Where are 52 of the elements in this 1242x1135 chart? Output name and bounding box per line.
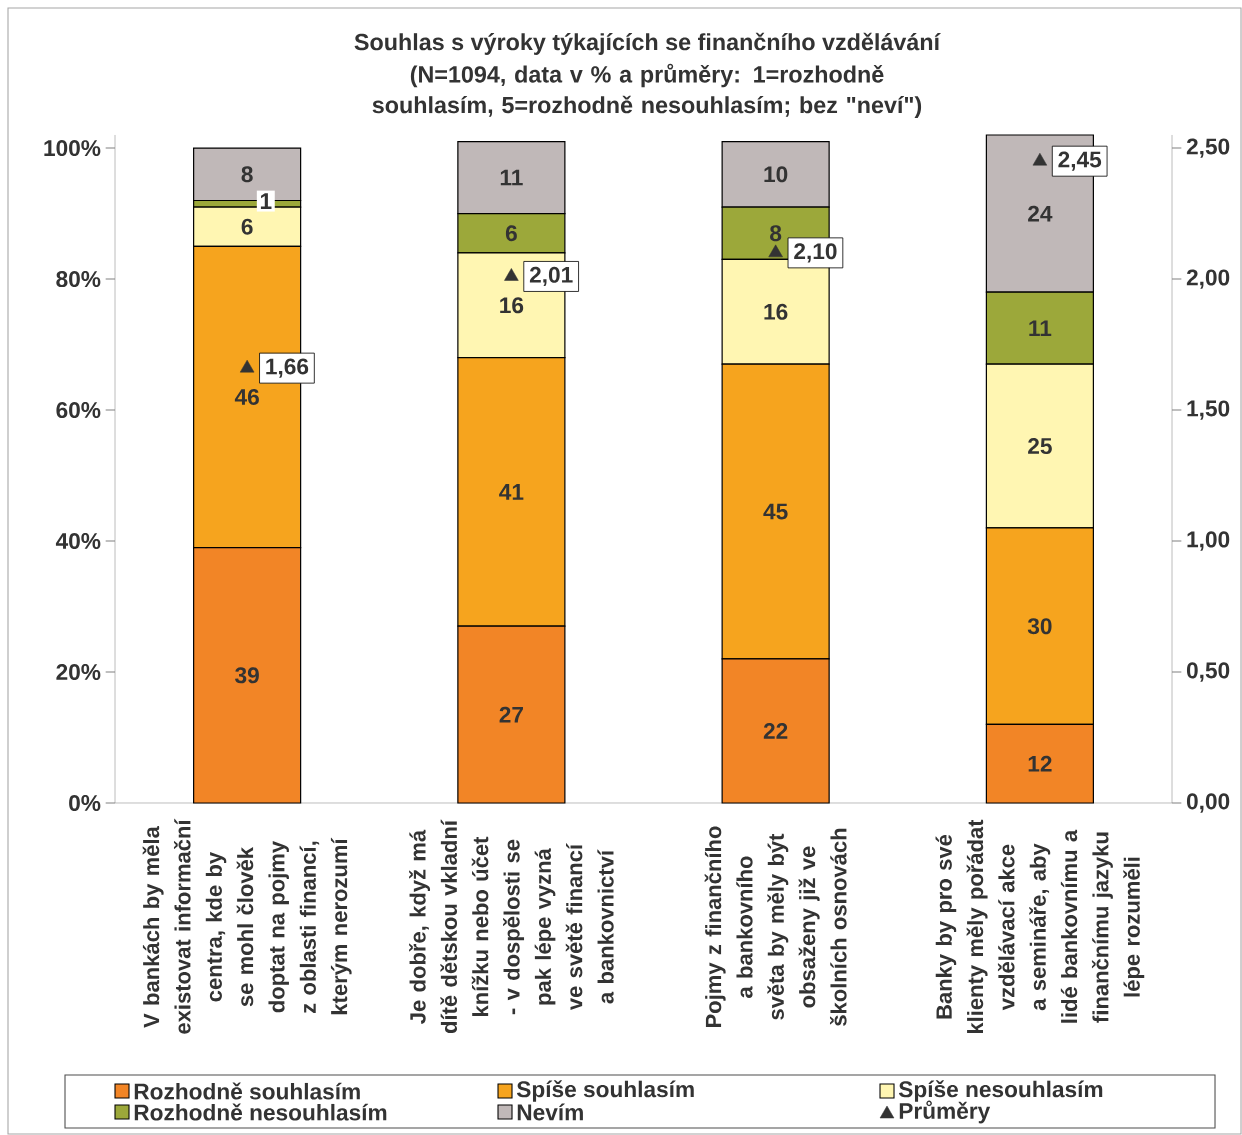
x-tick-label: Je dobře, když má dítě dětskou vkladní knížku nebo účet - v dospělosti se pak lépe vyzná ve světě financí a bankovnictví xyxy=(409,819,614,1034)
x-tick-label: Pojmy z finančního a bankovního světa by měly být obsaženy již ve školních osnovách xyxy=(704,826,847,1028)
chart-subtitle: (N=1094, data v % a průměry: 1=rozhodně souhlasím, 5=rozhodně nesouhlasím; bez "neví") xyxy=(372,63,922,118)
data-label: 6 xyxy=(241,218,253,235)
data-label: 30 xyxy=(1027,618,1052,635)
data-label: 16 xyxy=(500,297,524,314)
y-tick-label: 0% xyxy=(69,794,101,812)
data-label: 2,10 xyxy=(794,243,837,263)
y-tick-label: 20% xyxy=(56,663,101,681)
data-label: 10 xyxy=(764,166,788,183)
data-label: 22 xyxy=(763,723,788,739)
data-label: 2,01 xyxy=(529,266,573,287)
data-label: 45 xyxy=(763,503,788,520)
data-label: 12 xyxy=(1028,755,1052,772)
point xyxy=(1032,152,1048,166)
legend-label: Spíše nesouhlasím xyxy=(898,1080,1103,1102)
data-label: 11 xyxy=(1029,320,1052,336)
data-label: 1,66 xyxy=(266,358,309,378)
point xyxy=(768,244,783,258)
data-label: 2,45 xyxy=(1058,151,1102,171)
point xyxy=(504,268,519,281)
y2-tick-label: 2,50 xyxy=(1186,138,1230,158)
data-label: 39 xyxy=(235,667,259,684)
data-label: 8 xyxy=(770,225,782,242)
legend-label: Nevím xyxy=(517,1103,583,1121)
y-tick-label: 40% xyxy=(55,533,101,550)
data-label: 46 xyxy=(234,388,259,405)
y2-tick-label: 1,00 xyxy=(1187,531,1230,551)
data-label: 25 xyxy=(1028,438,1052,455)
y2-tick-label: 1,50 xyxy=(1187,400,1230,420)
data-label: 1 xyxy=(260,193,272,209)
y-tick-label: 100% xyxy=(44,140,101,157)
legend-label: Rozhodně souhlasím xyxy=(134,1082,360,1100)
data-label: 16 xyxy=(764,303,788,320)
y2-tick-label: 0,00 xyxy=(1186,793,1230,813)
y-tick-label: 80% xyxy=(56,271,101,288)
data-label: 41 xyxy=(499,484,524,500)
y-tick-label: 60% xyxy=(56,402,101,419)
chart-title: Souhlas s výroky týkajících se finančního vzdělávání xyxy=(354,32,941,55)
y2-tick-label: 0,50 xyxy=(1186,662,1230,682)
data-label: 11 xyxy=(500,169,523,186)
legend-label: Rozhodně nesouhlasím xyxy=(134,1103,387,1121)
legend-label: Průměry xyxy=(899,1100,991,1124)
point xyxy=(239,359,255,373)
data-label: 27 xyxy=(499,706,523,723)
x-tick-label: V bankách by měla existovat informační centra, kde by se mohl člověk doptat na pojmy z oblasti financí, kterým nerozumí xyxy=(142,818,352,1034)
x-tick-label: Banky by pro své klienty měly pořádat vzdělávací akce a semináře, aby lidé bankovnímu a finančnímu jazyku lépe rozuměli xyxy=(935,819,1145,1034)
data-label: 24 xyxy=(1028,205,1053,222)
y2-tick-label: 2,00 xyxy=(1186,269,1230,289)
data-label: 8 xyxy=(241,166,253,183)
data-label: 6 xyxy=(505,225,517,242)
legend-label: Spíše souhlasím xyxy=(516,1080,694,1102)
